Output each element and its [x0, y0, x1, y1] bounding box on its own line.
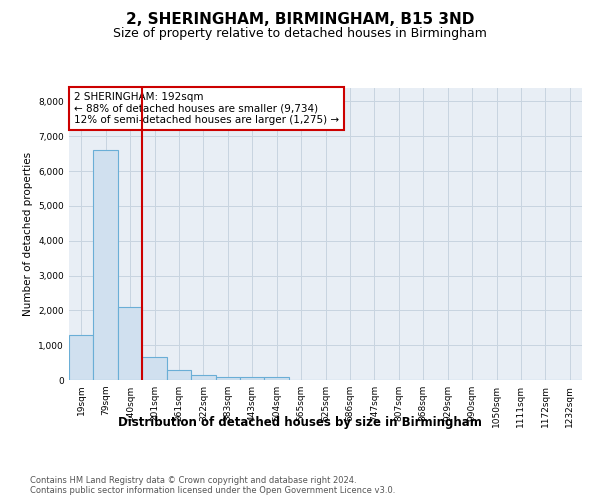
Text: 2, SHERINGHAM, BIRMINGHAM, B15 3ND: 2, SHERINGHAM, BIRMINGHAM, B15 3ND — [126, 12, 474, 28]
Bar — [167, 370, 191, 380]
Text: Contains HM Land Registry data © Crown copyright and database right 2024.
Contai: Contains HM Land Registry data © Crown c… — [30, 476, 395, 495]
Bar — [191, 375, 215, 380]
Y-axis label: Number of detached properties: Number of detached properties — [23, 152, 33, 316]
Bar — [142, 358, 167, 380]
Text: 2 SHERINGHAM: 192sqm
← 88% of detached houses are smaller (9,734)
12% of semi-de: 2 SHERINGHAM: 192sqm ← 88% of detached h… — [74, 92, 339, 125]
Text: Size of property relative to detached houses in Birmingham: Size of property relative to detached ho… — [113, 28, 487, 40]
Bar — [118, 307, 142, 380]
Bar — [69, 334, 94, 380]
Bar — [240, 377, 265, 380]
Text: Distribution of detached houses by size in Birmingham: Distribution of detached houses by size … — [118, 416, 482, 429]
Bar — [215, 376, 240, 380]
Bar — [94, 150, 118, 380]
Bar — [265, 377, 289, 380]
